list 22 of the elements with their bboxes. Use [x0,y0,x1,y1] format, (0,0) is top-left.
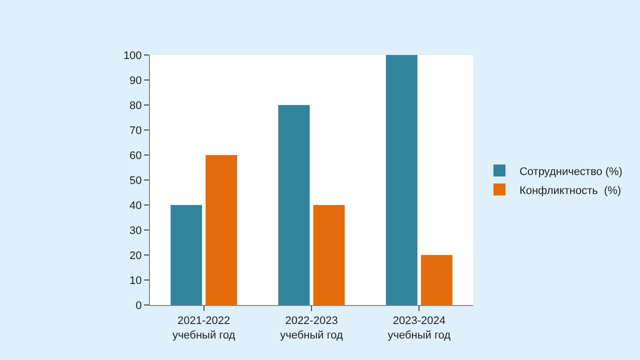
x-tick-label: 2021-2022 учебный год [172,315,236,342]
y-tick-label: 30 [130,224,142,237]
y-tick-label: 10 [130,274,142,287]
y-tick-label: 50 [130,174,142,187]
y-tick-label: 70 [130,124,142,137]
y-tick-label: 20 [130,250,142,262]
legend-label: Конфликтность (%) [519,184,622,197]
y-tick-label: 60 [130,150,142,162]
bar [386,55,418,305]
x-tick-label: 2022-2023 учебный год [280,315,344,342]
bar [170,205,202,305]
bar [420,255,452,305]
x-tick-label: 2023-2024 учебный год [388,315,452,342]
legend-label: Сотрудничество (%) [519,166,622,178]
bar [206,155,238,305]
bar [313,205,345,305]
y-tick-label: 40 [130,200,142,212]
y-tick-label: 0 [136,300,142,312]
y-tick-label: 90 [130,74,142,87]
y-tick-label: 100 [123,50,142,62]
y-tick-label: 80 [130,100,142,112]
bar [278,105,310,305]
